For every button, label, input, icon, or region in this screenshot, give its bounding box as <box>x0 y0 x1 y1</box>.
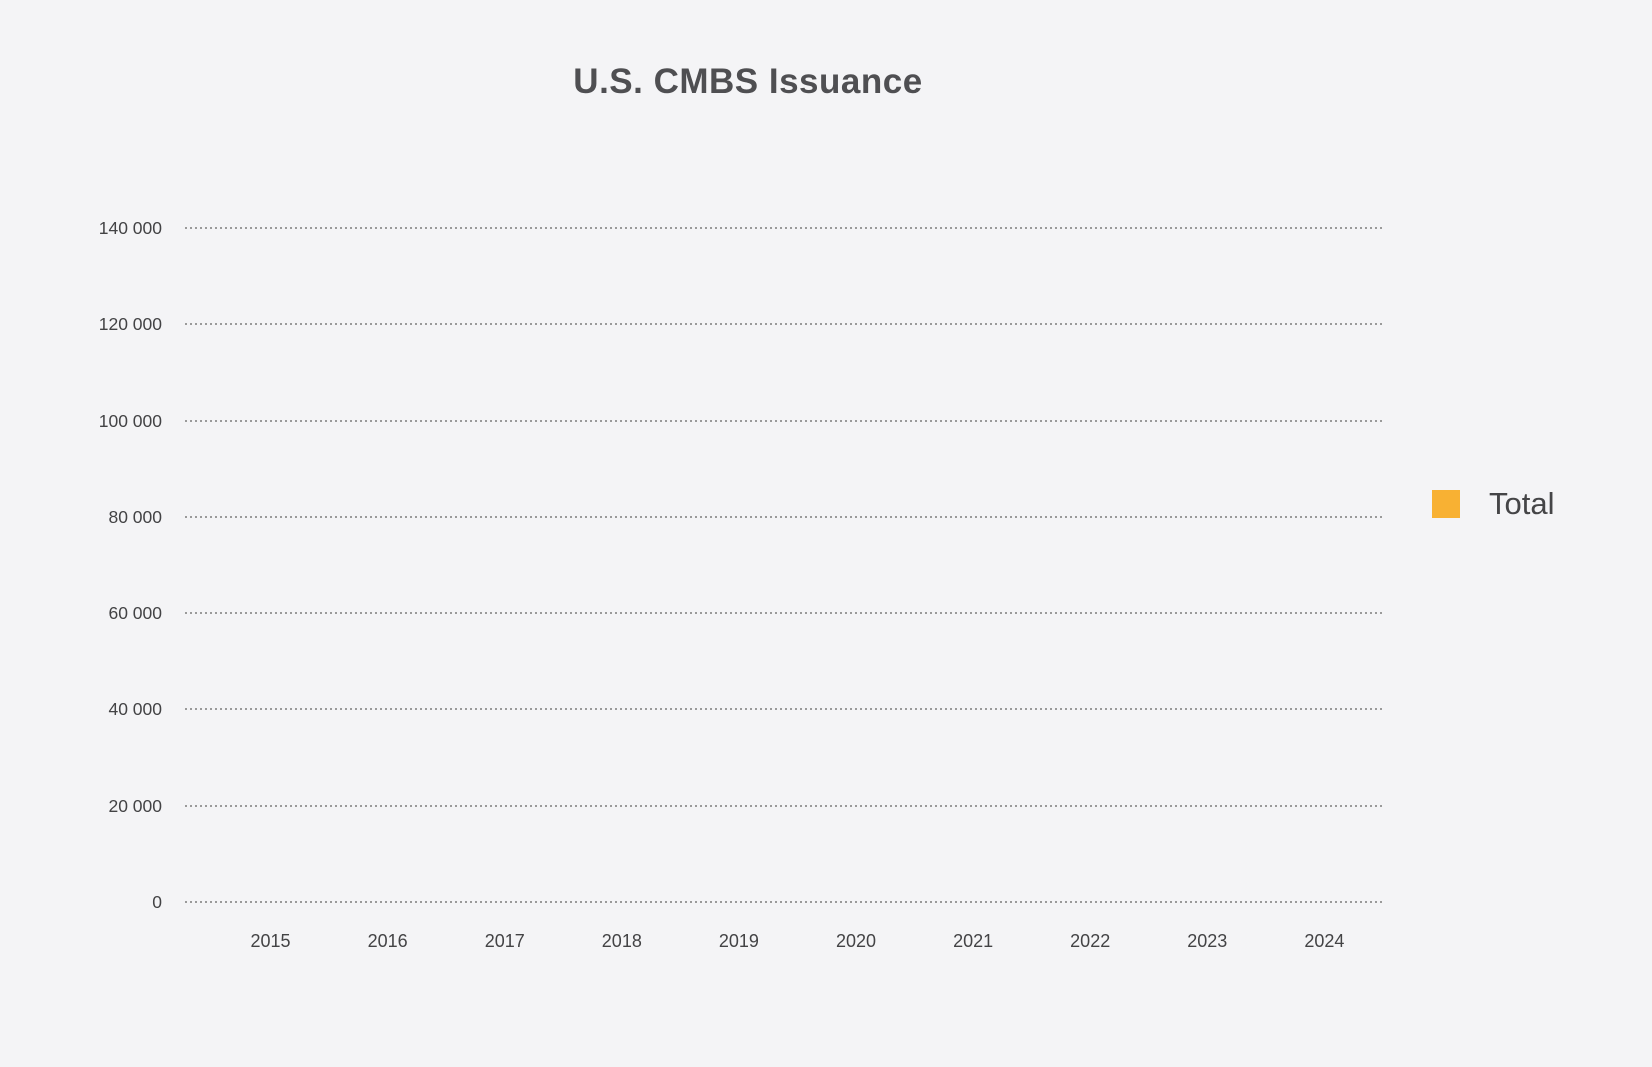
x-tick-label-2019: 2019 <box>718 931 759 951</box>
plot-area: 0 20 000 40 000 60 000 80 000 100 000 120 000 1… <box>99 218 1383 912</box>
x-tick-label-2023: 2023 <box>1187 931 1228 951</box>
x-axis-labels: 2015 2016 2017 2018 2019 2020 2021 2022 2023 2024 <box>185 928 1383 954</box>
x-tick-label-2015: 2015 <box>250 931 291 951</box>
y-tick-label: 100 000 <box>98 410 162 431</box>
gridline <box>185 612 1383 615</box>
y-tick-label: 80 000 <box>108 506 162 527</box>
y-tick-label: 120 000 <box>98 314 162 335</box>
x-tick-label-2018: 2018 <box>601 931 642 951</box>
y-tick-label: 60 000 <box>108 603 162 624</box>
y-tick-label: 0 <box>152 892 162 912</box>
gridline <box>185 901 1383 903</box>
x-tick-label-2021: 2021 <box>953 931 994 951</box>
gridline <box>185 323 1383 326</box>
gridline <box>185 515 1383 518</box>
gridline <box>185 227 1383 229</box>
y-tick-label: 40 000 <box>108 699 162 720</box>
y-tick-label: 140 000 <box>98 218 162 238</box>
gridline <box>185 419 1383 422</box>
legend-label: Total <box>1489 486 1555 521</box>
x-tick-label-2024: 2024 <box>1304 931 1345 951</box>
x-tick-label-2016: 2016 <box>367 931 408 951</box>
x-tick-label-2022: 2022 <box>1070 931 1111 951</box>
legend-swatch-icon <box>1432 490 1460 518</box>
y-tick-label: 20 000 <box>108 795 162 816</box>
chart-title: U.S. CMBS Issuance <box>573 62 923 101</box>
x-tick-label-2017: 2017 <box>484 931 525 951</box>
gridline <box>185 804 1383 807</box>
x-tick-label-2020: 2020 <box>835 931 877 951</box>
legend-item-total[interactable]: Total <box>1432 486 1554 522</box>
gridline <box>185 708 1383 711</box>
